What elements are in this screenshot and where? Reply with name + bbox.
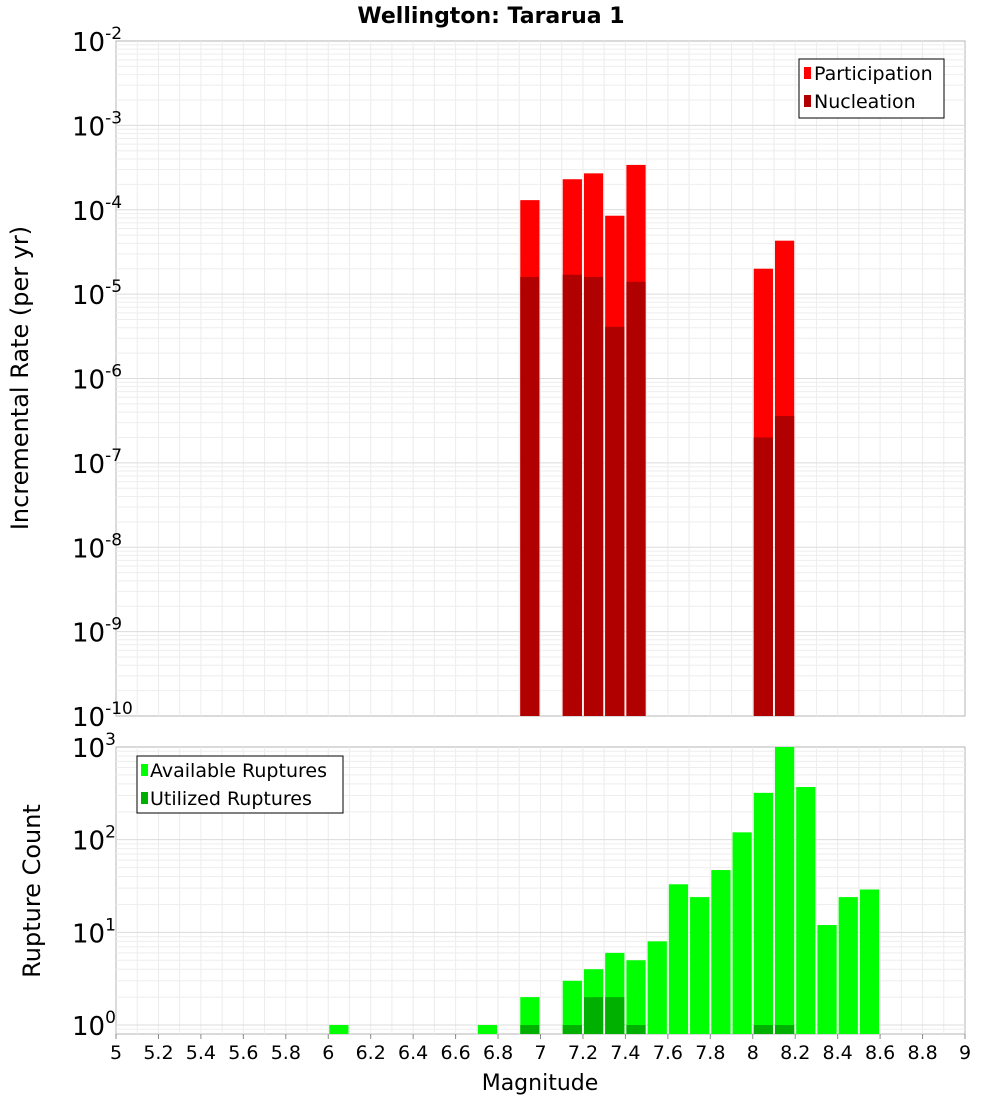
y-tick-label: 100 <box>72 1008 116 1042</box>
rate-y-axis-label: Incremental Rate (per yr) <box>6 226 34 530</box>
y-tick-label: 102 <box>72 823 116 857</box>
x-tick-label: 6.6 <box>440 1042 470 1064</box>
y-tick-label: 10-6 <box>72 362 122 396</box>
x-tick-label: 5.8 <box>271 1042 301 1064</box>
available-ruptures-bar <box>477 1025 498 1034</box>
count-panel: 100 101 102 103 5 5.2 5.4 5.6 5.8 6 6.2 6.4 6.6 6.8 7… <box>18 730 971 1096</box>
x-tick-label: 7 <box>534 1042 546 1064</box>
y-tick-label: 101 <box>72 915 116 949</box>
available-ruptures-bar <box>817 925 837 1034</box>
x-tick-label: 7.8 <box>695 1042 725 1064</box>
utilized-ruptures-bar <box>562 1025 582 1034</box>
y-tick-label: 10-8 <box>72 530 122 564</box>
x-tick-label: 5.6 <box>228 1042 258 1064</box>
x-tick-label: 6 <box>322 1042 334 1064</box>
nucleation-bar <box>583 276 604 716</box>
y-tick-label: 10-9 <box>72 615 122 649</box>
x-tick-label: 8.2 <box>780 1042 810 1064</box>
available-ruptures-bar <box>859 889 880 1034</box>
y-tick-label: 10-3 <box>72 108 122 142</box>
rate-grid <box>116 41 965 716</box>
count-y-tick-labels: 100 101 102 103 <box>72 730 116 1042</box>
available-ruptures-bar <box>711 870 731 1034</box>
magnitude-tick-labels: 5 5.2 5.4 5.6 5.8 6 6.2 6.4 6.6 6.8 7 7.2 7.4 7.6 7.8 8… <box>110 1034 971 1064</box>
utilized-ruptures-bar <box>753 1025 773 1034</box>
nucleation-bar <box>520 276 540 716</box>
available-ruptures-bar <box>753 792 773 1034</box>
utilized-ruptures-bar <box>774 1025 795 1034</box>
x-tick-label: 7.2 <box>568 1042 598 1064</box>
available-ruptures-bar <box>774 747 795 1034</box>
rate-legend: Participation Nucleation <box>798 58 945 119</box>
rate-bars <box>520 164 795 717</box>
y-tick-label: 10-7 <box>72 446 122 480</box>
count-legend-box <box>136 755 344 814</box>
available-ruptures-bar <box>520 997 540 1034</box>
nucleation-bar <box>605 326 625 716</box>
x-tick-label: 7.4 <box>610 1042 640 1064</box>
y-tick-label: 10-5 <box>72 277 122 311</box>
x-tick-label: 5 <box>110 1042 122 1064</box>
available-ruptures-bar <box>796 787 816 1034</box>
y-tick-label: 103 <box>72 730 116 764</box>
x-tick-label: 6.2 <box>356 1042 386 1064</box>
utilized-ruptures-bar <box>605 997 625 1034</box>
count-bars <box>329 747 880 1034</box>
nucleation-bar <box>626 281 646 716</box>
count-legend: Available Ruptures Utilized Ruptures <box>136 755 344 814</box>
y-tick-label: 10-4 <box>72 193 122 227</box>
rate-y-tick-labels: 10-10 10-9 10-8 10-7 10-6 10-5 10-4 10-3 10-2 <box>72 24 133 733</box>
available-ruptures-bar <box>668 884 689 1034</box>
y-tick-label: 10-10 <box>72 699 133 733</box>
count-y-axis-label: Rupture Count <box>18 804 46 978</box>
utilized-swatch <box>141 792 148 804</box>
x-tick-label: 6.4 <box>398 1042 428 1064</box>
x-tick-label: 9 <box>959 1042 971 1064</box>
x-tick-label: 5.4 <box>186 1042 216 1064</box>
x-tick-label: 8 <box>747 1042 759 1064</box>
y-tick-label: 10-2 <box>72 24 122 58</box>
available-ruptures-bar <box>647 941 667 1034</box>
rate-legend-box <box>798 58 945 119</box>
utilized-ruptures-bar <box>626 1025 646 1034</box>
nucleation-bar <box>774 415 795 716</box>
available-ruptures-bar <box>626 960 646 1034</box>
x-tick-label: 7.6 <box>653 1042 683 1064</box>
x-tick-label: 8.8 <box>907 1042 937 1064</box>
utilized-ruptures-bar <box>520 1025 540 1034</box>
x-tick-label: 5.2 <box>143 1042 173 1064</box>
available-ruptures-bar <box>838 897 858 1034</box>
x-axis-label: Magnitude <box>482 1071 599 1096</box>
x-tick-label: 8.4 <box>823 1042 853 1064</box>
nucleation-bar <box>562 274 582 716</box>
chart-title: Wellington: Tararua 1 <box>357 4 624 29</box>
available-swatch <box>141 764 148 776</box>
utilized-legend-label: Utilized Ruptures <box>150 788 312 810</box>
participation-swatch <box>804 67 811 79</box>
x-tick-label: 6.8 <box>483 1042 513 1064</box>
nucleation-legend-label: Nucleation <box>814 91 916 113</box>
nucleation-swatch <box>804 95 811 107</box>
available-legend-label: Available Ruptures <box>150 760 327 782</box>
nucleation-bar <box>753 437 773 716</box>
rate-panel: 10-10 10-9 10-8 10-7 10-6 10-5 10-4 10-3 10-2 In… <box>6 24 966 733</box>
available-ruptures-bar <box>732 832 752 1034</box>
x-tick-label: 8.6 <box>865 1042 895 1064</box>
available-ruptures-bar <box>690 897 710 1034</box>
available-ruptures-bar <box>329 1025 349 1034</box>
available-ruptures-bar <box>562 980 582 1034</box>
utilized-ruptures-bar <box>583 997 604 1034</box>
participation-legend-label: Participation <box>814 63 933 85</box>
